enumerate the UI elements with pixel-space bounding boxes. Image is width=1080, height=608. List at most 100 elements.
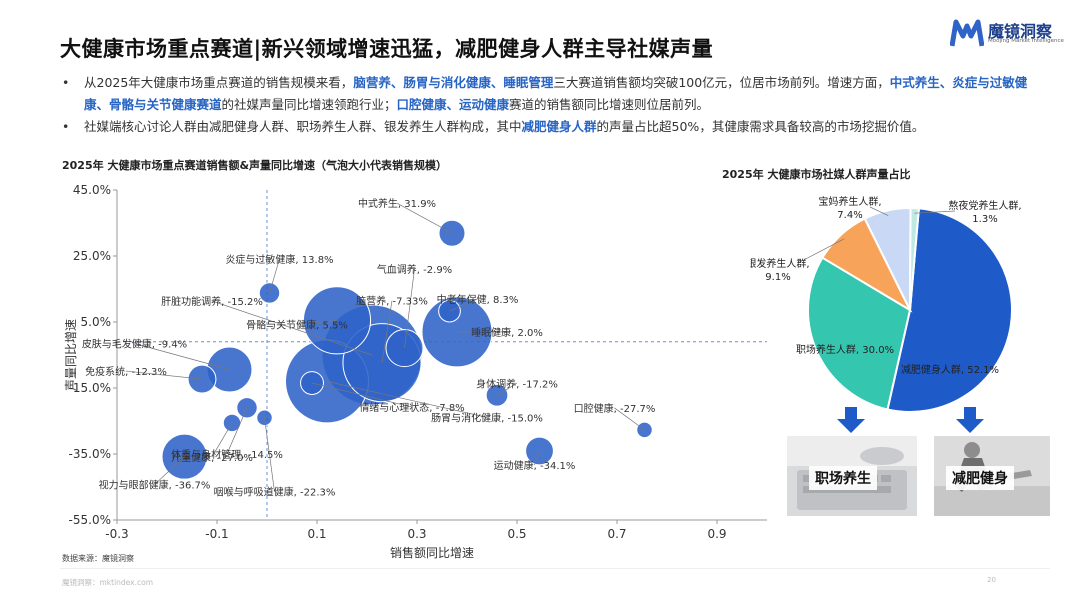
bubble-label: 皮肤与毛发健康, -9.4% [82, 338, 187, 351]
summary-bullets: • 从2025年大健康市场重点赛道的销售规模来看，脑营养、肠胃与消化健康、睡眠管理… [62, 72, 1052, 138]
photo-label-office: 职场养生 [809, 466, 877, 490]
bubble-label: 肝脏功能调养, -15.2% [161, 295, 263, 308]
highlight-text: 口腔健康、运动健康 [396, 97, 510, 112]
logo-tagline: Moojing Market Intelligence [988, 38, 1064, 44]
bubble-label: 视力与眼部健康, -36.7% [99, 479, 211, 492]
x-tick-label: 0.1 [307, 527, 326, 541]
x-tick-label: 0.5 [507, 527, 526, 541]
bullet-text: 三大赛道销售额均突破100亿元，位居市场前列。增速方面， [553, 75, 890, 90]
y-axis-title: 声量同比增速 [64, 319, 78, 391]
bullet-item: • 从2025年大健康市场重点赛道的销售规模来看，脑营养、肠胃与消化健康、睡眠管理… [62, 72, 1052, 116]
bubble-label: 儿童健康, -27.0% [171, 451, 253, 464]
label-leader-line [396, 202, 453, 234]
bubble-label: 中老年保健, 8.3% [437, 293, 519, 306]
label-leader-line [211, 422, 233, 458]
bubble-point [300, 371, 324, 395]
label-leader-line [125, 370, 203, 380]
bubble-label: 口腔健康, -27.7% [574, 402, 656, 415]
pie-leader-line [869, 206, 889, 216]
pie-label: 9.1% [765, 272, 790, 283]
pie-chart-title: 2025年 大健康市场社媒人群声量占比 [722, 168, 911, 181]
bubble-label: 脑营养, -7.33% [356, 295, 428, 308]
y-tick-label: 5.0% [81, 315, 112, 329]
office-wellness-photo: 职场养生 [787, 436, 917, 516]
bullet-text: 从2025年大健康市场重点赛道的销售规模来看， [84, 75, 354, 90]
label-leader-line [404, 269, 415, 349]
bubble-label: 睡眠健康, 2.0% [471, 326, 543, 339]
pie-label: 减肥健身人群, 52.1% [901, 363, 999, 376]
bubble-point [187, 364, 217, 394]
footer-url: 魔镜洞察：mktindex.com [62, 578, 154, 587]
label-leader-line [211, 300, 373, 356]
label-leader-line [296, 320, 338, 325]
brand-logo: 魔镜洞察 Moojing Market Intelligence [950, 16, 1064, 52]
data-source: 数据来源：魔镜洞察 [62, 554, 134, 563]
bubble-label: 气血调养, -2.9% [377, 263, 452, 276]
label-leader-line [496, 382, 518, 396]
pie-leader-line [914, 210, 956, 214]
bubble-label: 运动健康, -34.1% [494, 459, 576, 472]
photo-label-fitness: 减肥健身 [946, 466, 1014, 490]
x-tick-label: 0.3 [407, 527, 426, 541]
bullet-item: • 社媒端核心讨论人群由减肥健身人群、职场养生人群、银发养生人群构成，其中减肥健身… [62, 116, 1052, 138]
label-leader-line [134, 343, 230, 370]
bubble-point [438, 299, 461, 323]
bubble-label: 咽喉与呼吸道健康, -22.3% [214, 486, 336, 499]
pie-leader-line [797, 238, 845, 264]
y-tick-label: 25.0% [73, 249, 111, 263]
bubble-label: 骨骼与关节健康, 5.5% [246, 318, 348, 331]
y-tick-label: -55.0% [69, 513, 111, 527]
pie-label: 熬夜党养生人群, [948, 199, 1021, 212]
highlight-text: 脑营养、肠胃与消化健康、睡眠管理 [353, 75, 554, 90]
pie-slice [886, 207, 1013, 413]
x-tick-label: -0.1 [205, 527, 228, 541]
page-number: 20 [987, 576, 996, 584]
bubble-label: 体重与身材管理, -14.5% [171, 448, 283, 461]
arrow-down-icon [956, 407, 984, 433]
label-leader-line [534, 450, 540, 466]
bubble-label: 身体调养, -17.2% [476, 377, 558, 390]
highlight-text: 中式养生、炎症与过敏健康、骨骼与关节健康赛道 [84, 75, 1028, 112]
bubble-label: 情绪与心理状态, -7.8% [359, 401, 464, 414]
pie-label: 银发养生人群, [750, 257, 810, 270]
bubble-chart: 45.0% 25.0% 5.0% -15.0% -35.0% -55.0%-0.3 -0.1… [64, 183, 767, 560]
bubble-label: 免疫系统, -12.3% [85, 365, 167, 378]
bubble-label: 炎症与过敏健康, 13.8% [225, 253, 333, 266]
label-leader-line [326, 381, 488, 418]
logo-name: 魔镜洞察 [988, 22, 1053, 41]
arrow-down-icon [837, 407, 865, 433]
bubble-point [256, 409, 273, 426]
pie-label: 宝妈养生人群, [818, 195, 881, 208]
x-tick-label: 0.7 [607, 527, 626, 541]
bubble-chart-title: 2025年 大健康市场重点赛道销售额&声量同比增速（气泡大小代表销售规模） [62, 159, 448, 172]
highlight-text: 减肥健身人群 [521, 119, 597, 134]
bubble-point [236, 397, 258, 419]
pie-label: 7.4% [837, 210, 862, 221]
label-leader-line [264, 417, 275, 492]
pie-slice [909, 206, 920, 311]
label-leader-line [154, 456, 185, 485]
label-leader-line [381, 300, 393, 363]
bullet-dot: • [62, 119, 70, 134]
bullet-text: 赛道的销售额同比增速则位居前列。 [509, 97, 710, 112]
label-leader-line [311, 382, 413, 408]
fitness-photo: 减肥健身 [934, 436, 1050, 516]
bullet-text: 社媒端核心讨论人群由减肥健身人群、职场养生人群、银发养生人群构成，其中 [84, 119, 522, 134]
pie-label: 1.3% [972, 214, 997, 225]
logo-icon [950, 19, 984, 47]
label-leader-line [449, 298, 478, 312]
y-tick-label: -15.0% [69, 381, 111, 395]
bullet-dot: • [62, 75, 70, 90]
label-leader-line [614, 407, 645, 431]
x-axis-title: 销售额同比增速 [390, 545, 474, 560]
y-tick-label: 45.0% [73, 183, 111, 197]
pie-label: 职场养生人群, 30.0% [796, 343, 894, 356]
label-leader-line [226, 407, 248, 454]
bullet-text: 的声量占比超50%，其健康需求具备较高的市场挖掘价值。 [596, 119, 925, 134]
pie-chart: 减肥健身人群, 52.1% 职场养生人群, 30.0% 银发养生人群, 9.1% 宝妈养… [750, 195, 1022, 413]
page-title: 大健康市场重点赛道|新兴领域增速迅猛，减肥健身人群主导社媒声量 [60, 37, 714, 61]
x-tick-label: -0.3 [105, 527, 128, 541]
x-tick-label: 0.9 [707, 527, 726, 541]
bubble-label: 肠胃与消化健康, -15.0% [431, 411, 543, 424]
bubble-label: 中式养生, 31.9% [358, 197, 436, 210]
